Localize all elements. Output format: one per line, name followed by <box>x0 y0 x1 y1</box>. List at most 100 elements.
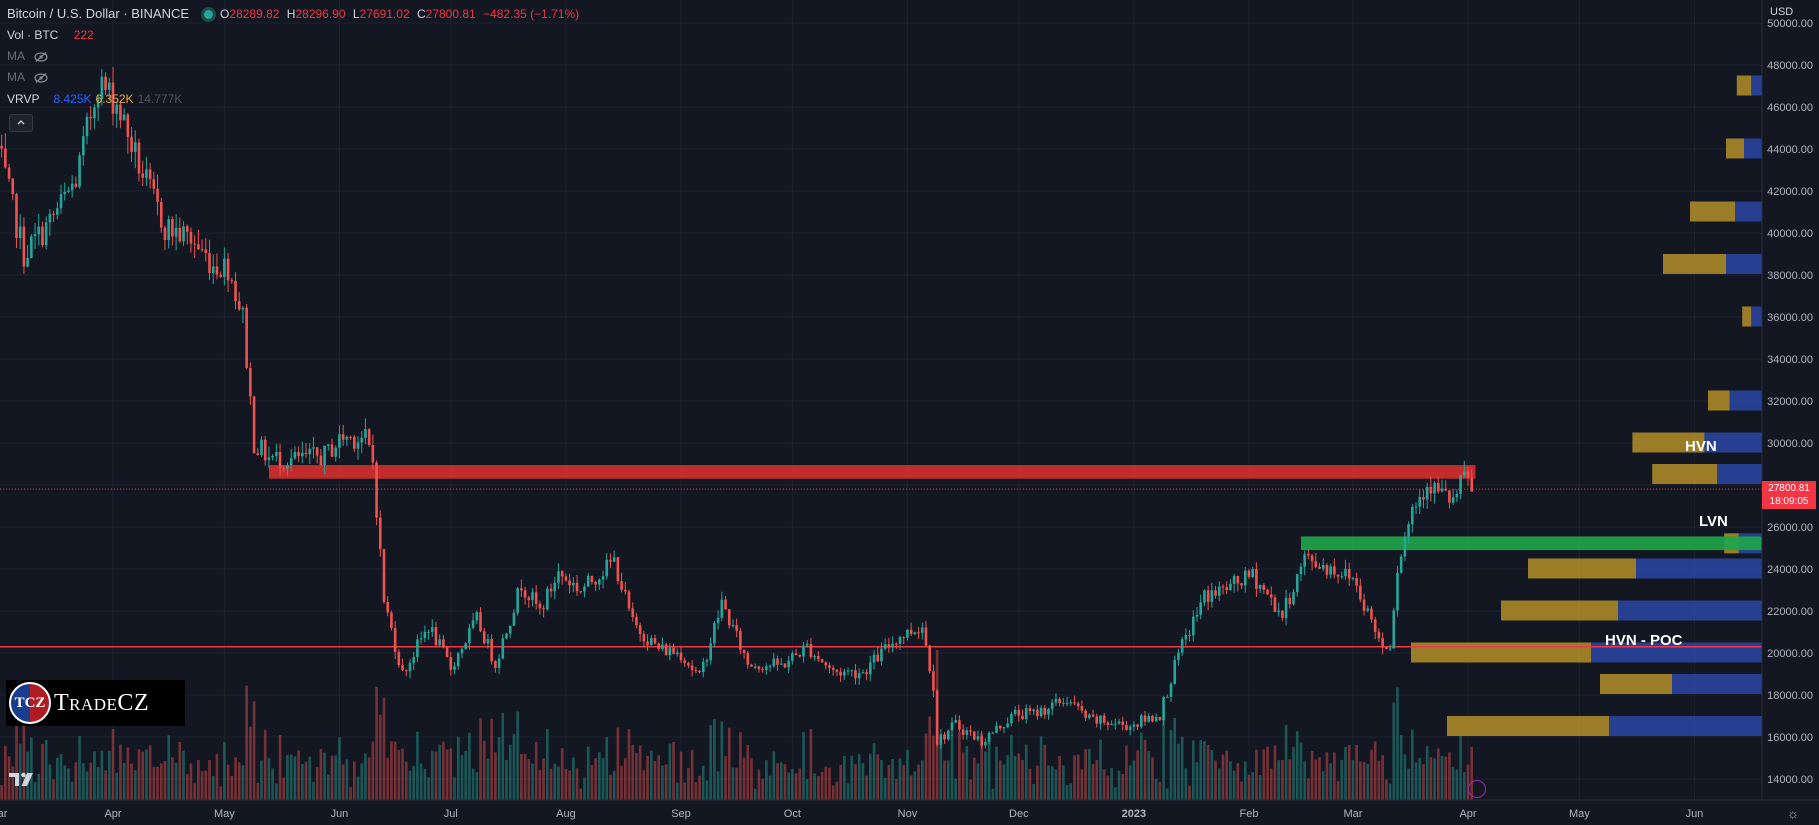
price-tick-label: 24000.00 <box>1767 564 1813 576</box>
candle-body <box>449 657 453 670</box>
candle-body <box>252 396 256 454</box>
candle-body <box>256 453 260 455</box>
ma2-label: MA <box>7 70 25 84</box>
candle-body <box>100 76 104 100</box>
time-tick-label: Feb <box>1239 808 1258 820</box>
gear-icon[interactable]: ☼ <box>1787 806 1799 821</box>
candle-body <box>783 663 787 668</box>
candle-body <box>649 638 653 646</box>
lightning-icon[interactable] <box>1468 780 1486 798</box>
candle-body <box>546 588 549 610</box>
vp-up-bar <box>1726 254 1762 274</box>
volume-bar <box>727 727 731 800</box>
tradingview-icon[interactable] <box>8 770 38 788</box>
candle-body <box>1258 585 1262 589</box>
candle-body <box>508 625 512 634</box>
market-status-icon <box>201 7 217 23</box>
volume-bar <box>245 685 248 800</box>
candle-body <box>1411 506 1414 525</box>
candle-body <box>438 639 441 646</box>
volume-bar <box>757 769 761 800</box>
volume-bar <box>887 765 891 800</box>
candle-body <box>620 581 623 590</box>
volume-bar <box>1069 783 1073 800</box>
candle-body <box>687 663 690 666</box>
volume-bar <box>1321 771 1325 800</box>
candle-body <box>1154 717 1158 722</box>
volume-bar <box>327 774 330 800</box>
volume-bar <box>716 771 720 800</box>
candle-body <box>998 725 1002 729</box>
volume-bar <box>609 774 612 800</box>
volume-bar <box>1173 717 1177 800</box>
volume-bar <box>1340 759 1344 800</box>
volume-bar <box>453 777 456 800</box>
candle-body <box>534 592 538 604</box>
candle-body <box>624 589 627 592</box>
volume-bar <box>568 770 571 800</box>
volume-bar <box>638 745 642 800</box>
volume-bar <box>976 763 980 800</box>
candle-body <box>757 666 761 669</box>
hidden-eye-icon[interactable] <box>34 51 48 62</box>
candle-body <box>1344 568 1347 577</box>
candle-body <box>308 448 312 455</box>
volume-bar <box>412 766 415 800</box>
candle-body <box>869 662 872 675</box>
volume-bar <box>731 767 735 800</box>
candle-body <box>1013 709 1017 715</box>
candle-body <box>427 631 430 633</box>
candle-body <box>475 612 479 621</box>
volume-bar <box>107 750 111 800</box>
volume-bar <box>1292 746 1295 800</box>
vp-up-bar <box>1751 306 1762 327</box>
ma-legend-2[interactable]: MA <box>7 69 48 85</box>
last-price-value: 27800.81 <box>1768 483 1810 495</box>
candle-body <box>67 190 70 192</box>
candle-body <box>1002 727 1006 729</box>
candle-body <box>442 639 445 648</box>
candle-body <box>494 661 497 668</box>
candle-body <box>74 183 78 187</box>
candle-body <box>631 608 635 618</box>
volume-bar <box>312 781 315 800</box>
vrvp-legend[interactable]: VRVP 8.425K 6.352K 14.777K <box>7 91 186 107</box>
volume-bar <box>1195 762 1199 800</box>
volume-bar <box>828 767 831 800</box>
volume-bar <box>1448 752 1451 800</box>
hidden-eye-icon[interactable] <box>34 72 48 83</box>
volume-bar <box>501 712 505 800</box>
candle-body <box>1054 698 1058 703</box>
candle-body <box>609 559 612 562</box>
ma1-label: MA <box>7 49 25 63</box>
candle-body <box>1132 724 1136 727</box>
volume-bar <box>1351 760 1355 800</box>
candle-body <box>1236 576 1240 584</box>
candle-body <box>159 201 163 228</box>
volume-legend[interactable]: Vol · BTC 222 <box>7 27 98 43</box>
volume-bar <box>1177 743 1180 800</box>
tradecz-logo: TCZ TradeCZ <box>6 680 185 726</box>
candle-body <box>798 654 802 657</box>
volume-bar <box>1347 745 1351 800</box>
volume-bar <box>991 788 995 800</box>
collapse-legend-button[interactable] <box>9 114 33 132</box>
candle-body <box>772 658 776 667</box>
ma-legend-1[interactable]: MA <box>7 48 48 64</box>
volume-bar <box>505 759 508 800</box>
volume-bar <box>104 770 107 800</box>
candle-body <box>1180 639 1184 653</box>
candle-body <box>297 452 300 457</box>
currency-selector[interactable]: USD <box>1770 6 1794 18</box>
volume-bar <box>1277 760 1280 800</box>
symbol-title[interactable]: Bitcoin / U.S. Dollar · BINANCE <box>7 6 190 21</box>
candle-body <box>739 630 742 650</box>
volume-bar <box>85 771 89 800</box>
candle-body <box>843 671 846 676</box>
candle-body <box>59 194 63 209</box>
volume-bar <box>909 775 913 800</box>
volume-bar <box>1158 781 1162 800</box>
candle-body <box>48 213 52 223</box>
volume-bar <box>690 750 694 800</box>
